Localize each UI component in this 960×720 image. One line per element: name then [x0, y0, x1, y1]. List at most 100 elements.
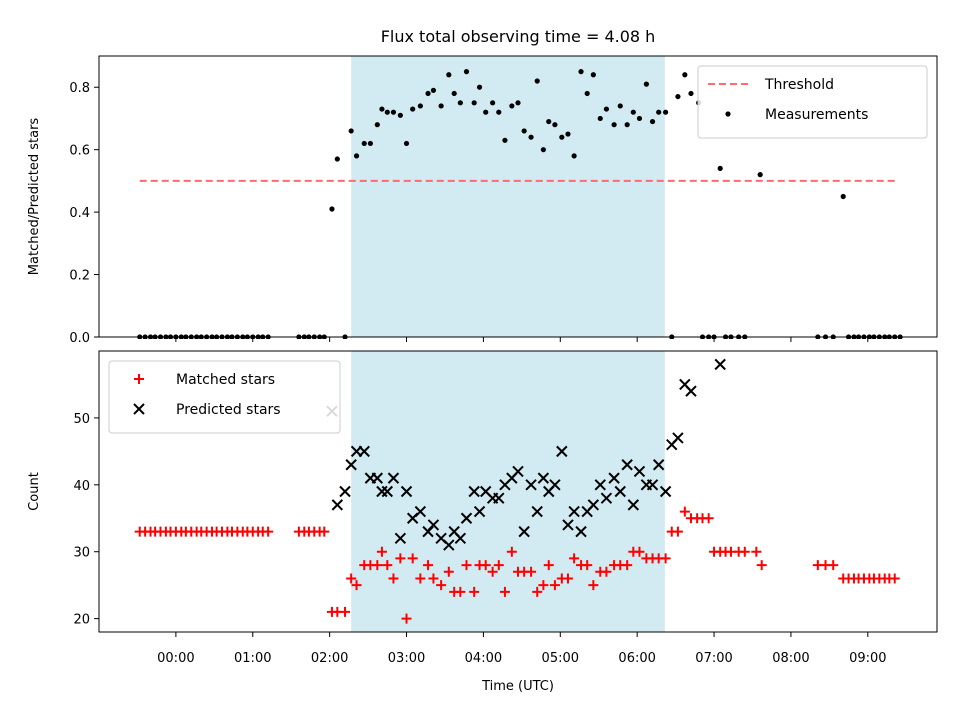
predicted-star-point — [525, 479, 537, 491]
measurement-point — [546, 118, 552, 125]
predicted-star-point — [608, 472, 620, 484]
y-tick-label: 0.0 — [69, 331, 90, 346]
axes-frame — [98, 55, 938, 338]
matched-star-point — [395, 553, 406, 564]
y-tick-label: 20 — [73, 613, 90, 628]
matched-star-point — [526, 566, 537, 577]
legend: Matched stars Predicted stars — [108, 360, 341, 434]
predicted-star-point — [531, 505, 543, 518]
predicted-star-point — [371, 472, 384, 484]
measurement-point — [417, 103, 423, 109]
series-markers — [137, 69, 903, 339]
matched-star-point — [543, 560, 554, 571]
predicted-star-point — [659, 485, 672, 498]
observing-window-band — [351, 56, 665, 337]
matched-star-point — [601, 566, 612, 577]
measurement-point — [397, 112, 403, 118]
predicted-star-point — [443, 539, 455, 551]
chart-title: Flux total observing time = 4.08 h — [381, 27, 656, 46]
measurement-point — [521, 128, 527, 134]
measurement-point — [663, 109, 669, 115]
predicted-star-point — [627, 499, 640, 511]
predicted-star-point — [387, 472, 400, 484]
measurement-point — [379, 106, 385, 112]
x-tick-label: 04:00 — [465, 651, 502, 666]
measurement-point — [688, 90, 694, 97]
predicted-star-point — [575, 525, 587, 538]
measurement-point — [403, 140, 410, 147]
measurement-point — [617, 103, 623, 109]
predicted-star-point — [549, 479, 561, 491]
matched-star-point — [679, 506, 690, 517]
measurement-point — [643, 81, 649, 87]
predicted-star-point — [621, 459, 633, 471]
predicted-star-point — [454, 532, 467, 545]
measurement-point — [515, 100, 521, 106]
matched-star-point — [376, 546, 387, 557]
x-tick-label: 05:00 — [542, 651, 579, 666]
matched-star-point — [499, 586, 510, 597]
predicted-star-point — [568, 505, 580, 518]
measurement-point — [571, 153, 577, 159]
x-tick-label: 08:00 — [772, 651, 809, 666]
measurement-point — [476, 84, 483, 90]
predicted-star-point — [473, 505, 486, 518]
predicted-star-point — [331, 499, 344, 511]
matched-star-point — [415, 573, 426, 584]
matched-star-point — [622, 560, 633, 571]
predicted-star-point — [672, 432, 684, 444]
measurement-point — [430, 87, 437, 93]
measurement-point — [540, 147, 546, 153]
matched-star-point — [562, 573, 573, 584]
x-tick-label: 07:00 — [695, 651, 732, 666]
y-tick-label: 0.6 — [69, 144, 90, 159]
matched-star-point — [351, 580, 362, 591]
measurement-point — [471, 100, 477, 106]
measurement-point — [565, 131, 571, 137]
measurement-point — [603, 106, 610, 112]
measurement-point — [502, 137, 508, 143]
predicted-star-point — [400, 485, 413, 498]
x-tick-label: 00:00 — [157, 651, 194, 666]
predicted-star-point — [556, 445, 568, 458]
matched-star-point — [672, 526, 683, 537]
matched-star-point — [634, 546, 645, 557]
predicted-star-point — [537, 472, 550, 484]
measurement-point — [528, 134, 534, 140]
measurement-point — [840, 193, 846, 200]
predicted-star-point — [427, 519, 440, 531]
predicted-star-point — [414, 505, 427, 518]
predicted-star-point — [518, 525, 530, 538]
y-tick-label: 40 — [73, 479, 90, 494]
matched-star-point — [340, 606, 351, 617]
matched-star-point — [423, 560, 434, 571]
y-axis-label: Matched/Predicted stars — [27, 118, 42, 276]
matched-star-point — [428, 573, 439, 584]
x-tick-label: 01:00 — [234, 651, 271, 666]
top-panel-ratio: 0.0 0.2 0.4 0.6 0.8 Matched/Predicted stars Th… — [27, 55, 938, 346]
measurement-point — [675, 93, 681, 100]
measurement-point — [584, 90, 590, 97]
matched-star-point — [493, 560, 504, 571]
matched-star-point — [549, 580, 560, 591]
y-tick-label: 0.8 — [69, 81, 90, 96]
matched-star-point — [569, 553, 580, 564]
measurement-point — [446, 72, 452, 78]
matched-star-point — [319, 526, 330, 537]
measurement-point — [425, 90, 431, 97]
matched-star-point — [461, 560, 472, 571]
matched-star-point — [407, 553, 418, 564]
predicted-star-point — [460, 512, 473, 524]
matched-star-point — [382, 560, 393, 571]
legend-label: Measurements — [765, 107, 868, 123]
x-tick-label: 02:00 — [311, 651, 348, 666]
matched-star-point — [703, 513, 714, 524]
measurement-point — [757, 172, 763, 178]
matched-star-point — [828, 560, 839, 571]
measurement-point — [578, 69, 584, 75]
measurement-point — [451, 90, 457, 97]
matched-star-point — [480, 560, 491, 571]
predicted-star-point — [562, 519, 574, 531]
y-tick-label: 50 — [73, 412, 90, 427]
